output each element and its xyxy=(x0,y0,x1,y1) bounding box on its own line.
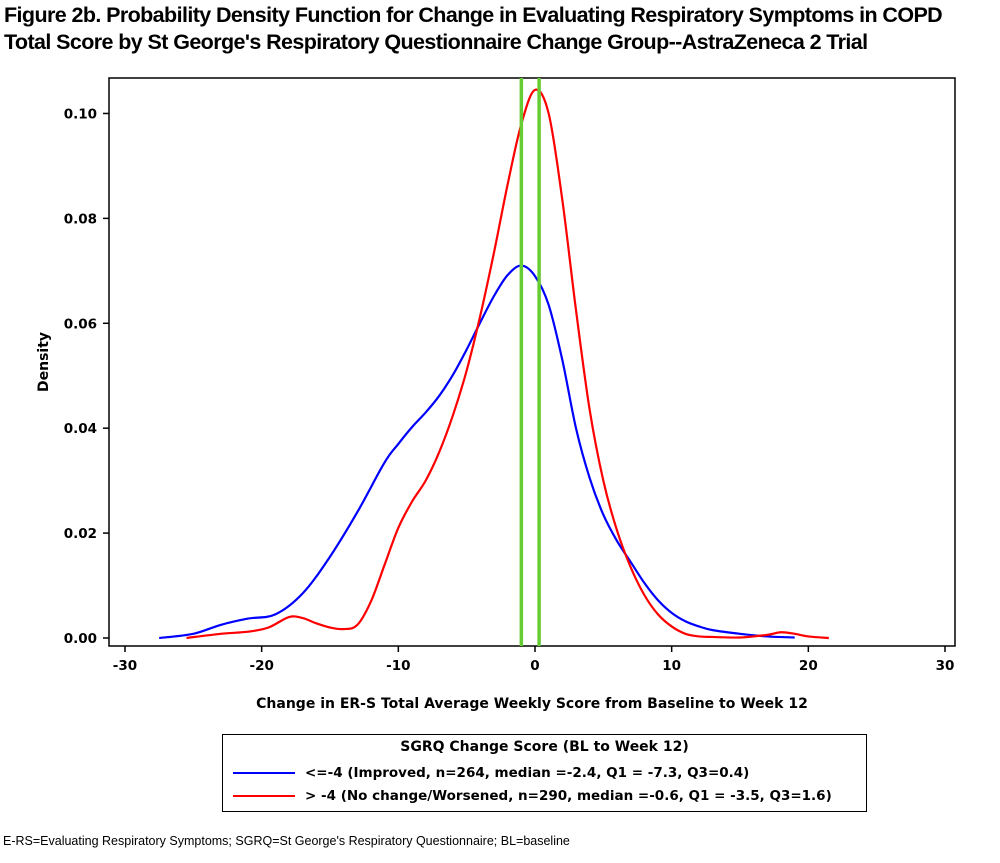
x-tick-label: -10 xyxy=(386,658,410,674)
y-tick-label: 0.00 xyxy=(64,631,97,647)
legend-label-improved: <=-4 (Improved, n=264, median =-2.4, Q1 … xyxy=(305,765,750,781)
x-tick-label: -20 xyxy=(249,658,273,674)
y-tick-label: 0.10 xyxy=(64,106,97,122)
series-line-worsened xyxy=(186,88,829,640)
x-tick-label: 0 xyxy=(530,658,539,674)
x-tick-label: 10 xyxy=(662,658,681,674)
figure-title-line-2: Total Score by St George's Respiratory Q… xyxy=(4,30,868,54)
footnote: E-RS=Evaluating Respiratory Symptoms; SG… xyxy=(3,834,570,848)
legend-swatch-improved xyxy=(233,772,295,774)
series-line-improved xyxy=(159,264,795,640)
figure-title-line-1: Figure 2b. Probability Density Function … xyxy=(4,3,943,27)
legend-title: SGRQ Change Score (BL to Week 12) xyxy=(400,739,689,755)
x-axis-title: Change in ER-S Total Average Weekly Scor… xyxy=(256,696,808,712)
x-tick-label: 20 xyxy=(799,658,818,674)
legend-item-improved: <=-4 (Improved, n=264, median =-2.4, Q1 … xyxy=(233,763,749,783)
legend-swatch-worsened xyxy=(233,795,295,797)
x-axis: -30 -20 -10 0 10 20 30 xyxy=(113,646,955,674)
y-tick-label: 0.08 xyxy=(64,211,97,227)
plot-area-frame xyxy=(108,77,956,647)
y-axis: 0.00 0.02 0.04 0.06 0.08 0.10 xyxy=(64,106,109,647)
legend-item-worsened: > -4 (No change/Worsened, n=290, median … xyxy=(233,786,832,806)
legend-label-worsened: > -4 (No change/Worsened, n=290, median … xyxy=(305,788,832,804)
y-axis-title: Density xyxy=(36,332,52,392)
y-tick-label: 0.02 xyxy=(64,526,97,542)
density-chart: 0.00 0.02 0.04 0.06 0.08 0.10 -30 -20 -10 0 10 20 3… xyxy=(36,77,956,712)
y-tick-label: 0.04 xyxy=(64,421,97,437)
x-tick-label: -30 xyxy=(113,658,137,674)
reference-lines xyxy=(519,78,541,646)
legend: SGRQ Change Score (BL to Week 12) <=-4 (… xyxy=(222,734,867,812)
y-tick-label: 0.06 xyxy=(64,316,97,332)
series-layer xyxy=(159,88,829,640)
x-tick-label: 30 xyxy=(936,658,955,674)
figure-title: Figure 2b. Probability Density Function … xyxy=(4,2,996,56)
